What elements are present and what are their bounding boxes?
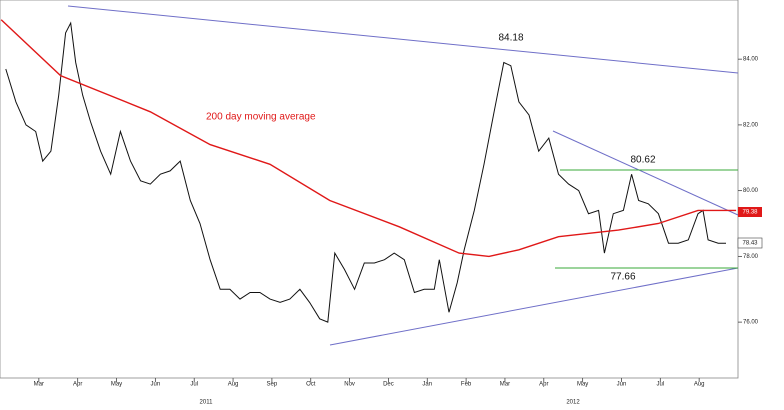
x-tick-label: Sep [267, 382, 278, 388]
x-tick-label: Jan [422, 382, 432, 388]
y-tick-label: 78.00 [743, 254, 759, 260]
x-tick-label: Feb [461, 382, 472, 388]
annotation: 200 day moving average [206, 112, 316, 123]
x-tick-label: Oct [306, 382, 316, 388]
trend-line [329, 267, 739, 346]
last-value-label: 78.43 [742, 241, 758, 247]
price-line [5, 21, 726, 323]
x-tick-label: Mar [34, 382, 44, 388]
x-tick-label: Aug [228, 382, 239, 388]
trend-line [552, 130, 739, 216]
y-tick-label: 76.00 [743, 320, 759, 326]
annotation: 80.62 [630, 155, 655, 166]
year-label: 2011 [200, 400, 214, 406]
x-tick-label: Aug [694, 382, 705, 388]
annotation: 84.18 [498, 33, 523, 44]
x-tick-label: Nov [344, 382, 355, 388]
x-tick-label: Apr [539, 382, 548, 388]
plot-frame [0, 0, 739, 379]
year-label: 2012 [566, 400, 580, 406]
last-value-box [737, 237, 763, 249]
x-tick-label: Jun [617, 382, 627, 388]
last-value-label: 79.38 [742, 210, 758, 216]
x-tick-label: May [111, 382, 122, 388]
x-tick-label: Jun [151, 382, 161, 388]
annotation: 77.66 [610, 272, 635, 283]
x-tick-label: May [577, 382, 588, 388]
y-tick-label: 80.00 [743, 188, 759, 194]
y-tick-label: 82.00 [743, 122, 759, 128]
x-tick-label: Apr [73, 382, 82, 388]
x-tick-label: Mar [500, 382, 510, 388]
x-tick-label: Jul [190, 382, 198, 388]
x-tick-label: Dec [383, 382, 394, 388]
last-value-box [738, 207, 762, 217]
y-tick-label: 84.00 [743, 57, 759, 63]
trend-line [67, 5, 739, 74]
x-tick-label: Jul [656, 382, 664, 388]
moving-average-line [0, 19, 737, 258]
